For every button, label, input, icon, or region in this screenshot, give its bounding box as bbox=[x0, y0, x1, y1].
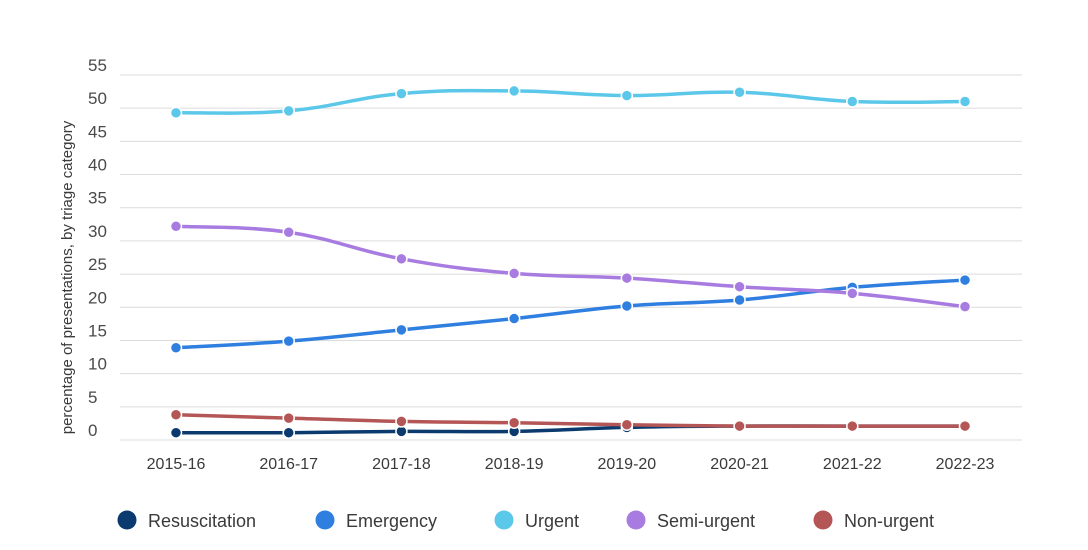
legend-marker bbox=[494, 510, 514, 530]
legend-item[interactable]: Resuscitation bbox=[117, 510, 257, 532]
y-tick-label: 25 bbox=[88, 255, 107, 274]
data-point[interactable] bbox=[282, 426, 295, 439]
data-point[interactable] bbox=[733, 280, 746, 293]
series-line bbox=[174, 88, 967, 115]
y-tick-label: 0 bbox=[88, 421, 97, 440]
data-point[interactable] bbox=[620, 418, 634, 431]
data-point[interactable] bbox=[282, 226, 295, 239]
data-point[interactable] bbox=[169, 408, 183, 422]
x-tick-label: 2015-16 bbox=[147, 456, 206, 473]
series-non-urgent bbox=[169, 408, 972, 433]
data-point[interactable] bbox=[733, 86, 746, 99]
data-point[interactable] bbox=[395, 415, 408, 428]
data-point[interactable] bbox=[282, 411, 295, 425]
legend-label: Resuscitation bbox=[148, 511, 256, 531]
legend-label: Semi-urgent bbox=[657, 511, 755, 531]
y-tick-label: 20 bbox=[88, 288, 107, 307]
x-tick-label: 2019-20 bbox=[597, 456, 656, 473]
legend-item[interactable]: Semi-urgent bbox=[626, 510, 756, 532]
legend-item[interactable]: Urgent bbox=[494, 510, 580, 532]
y-tick-label: 35 bbox=[88, 189, 107, 208]
y-tick-label: 40 bbox=[88, 156, 107, 175]
x-tick-label: 2016-17 bbox=[259, 456, 318, 473]
data-point[interactable] bbox=[395, 87, 408, 100]
data-point[interactable] bbox=[169, 106, 183, 120]
data-point[interactable] bbox=[169, 426, 183, 439]
series-line bbox=[174, 413, 967, 428]
y-tick-label: 30 bbox=[88, 222, 107, 241]
data-point[interactable] bbox=[507, 416, 521, 429]
data-point[interactable] bbox=[958, 95, 972, 108]
data-point[interactable] bbox=[846, 419, 859, 433]
x-tick-label: 2020-21 bbox=[710, 456, 769, 473]
data-point[interactable] bbox=[733, 293, 746, 307]
y-tick-label: 10 bbox=[88, 355, 107, 374]
series-line bbox=[174, 278, 967, 350]
legend-marker bbox=[813, 510, 833, 530]
data-point[interactable] bbox=[169, 220, 183, 233]
legend-marker bbox=[626, 510, 646, 530]
legend-item[interactable]: Non-urgent bbox=[813, 510, 935, 532]
grid-lines bbox=[120, 74, 1022, 441]
data-point[interactable] bbox=[507, 84, 521, 98]
data-point[interactable] bbox=[395, 252, 408, 266]
data-point[interactable] bbox=[733, 419, 746, 433]
series-urgent bbox=[169, 84, 972, 120]
data-point[interactable] bbox=[958, 273, 972, 287]
data-point[interactable] bbox=[395, 323, 408, 337]
data-point[interactable] bbox=[507, 312, 521, 325]
x-tick-label: 2017-18 bbox=[372, 456, 431, 473]
data-point[interactable] bbox=[620, 299, 634, 313]
x-tick-label: 2018-19 bbox=[485, 456, 544, 473]
data-point[interactable] bbox=[958, 300, 972, 313]
series-lines bbox=[169, 84, 972, 439]
legend-marker bbox=[315, 510, 335, 530]
data-point[interactable] bbox=[282, 334, 295, 348]
x-axis-ticks: 2015-16 2016-17 2017-18 2018-19 2019-20 2020-… bbox=[147, 456, 995, 473]
x-tick-label: 2021-22 bbox=[823, 456, 882, 473]
series-semi-urgent bbox=[169, 220, 972, 313]
y-tick-label: 15 bbox=[88, 321, 107, 340]
data-point[interactable] bbox=[846, 287, 859, 300]
data-point[interactable] bbox=[282, 104, 295, 118]
y-tick-label: 45 bbox=[88, 122, 107, 141]
legend-label: Urgent bbox=[525, 511, 579, 531]
y-tick-label: 50 bbox=[88, 89, 107, 108]
data-point[interactable] bbox=[620, 89, 634, 102]
legend-item[interactable]: Emergency bbox=[315, 510, 438, 532]
data-point[interactable] bbox=[620, 271, 634, 285]
legend: Resuscitation Emergency Urgent Semi-urgent N… bbox=[117, 510, 935, 532]
y-tick-label: 5 bbox=[88, 388, 97, 407]
legend-label: Non-urgent bbox=[844, 511, 934, 531]
y-axis-label: percentage of presentations, by triage c… bbox=[59, 120, 76, 434]
data-point[interactable] bbox=[507, 267, 521, 280]
data-point[interactable] bbox=[958, 419, 972, 433]
x-tick-label: 2022-23 bbox=[936, 456, 995, 473]
y-axis-ticks: 0 5 10 15 20 25 30 35 40 45 50 55 bbox=[88, 56, 107, 440]
y-tick-label: 55 bbox=[88, 56, 107, 75]
series-emergency bbox=[169, 273, 972, 355]
legend-label: Emergency bbox=[346, 511, 437, 531]
data-point[interactable] bbox=[169, 341, 183, 355]
legend-marker bbox=[117, 510, 137, 530]
series-line bbox=[174, 224, 967, 309]
data-point[interactable] bbox=[846, 95, 859, 108]
